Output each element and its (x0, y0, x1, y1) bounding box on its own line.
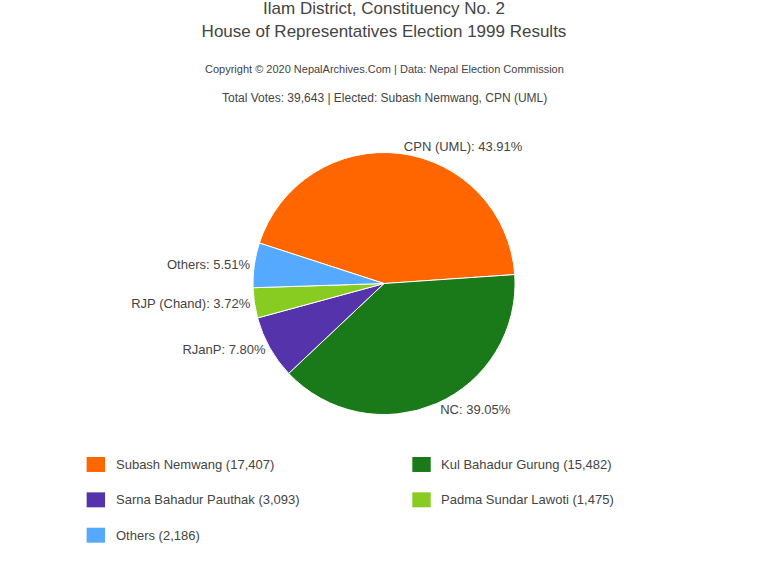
svg-text:RJanP: 7.80%: RJanP: 7.80% (182, 342, 266, 357)
svg-text:NC: 39.05%: NC: 39.05% (440, 402, 511, 417)
svg-text:Others: 5.51%: Others: 5.51% (167, 257, 251, 272)
svg-text:Subash Nemwang (17,407): Subash Nemwang (17,407) (116, 457, 274, 472)
svg-text:RJP (Chand): 3.72%: RJP (Chand): 3.72% (131, 296, 250, 311)
svg-text:Kul Bahadur Gurung (15,482): Kul Bahadur Gurung (15,482) (441, 457, 612, 472)
svg-text:Total Votes: 39,643 | Elected:: Total Votes: 39,643 | Elected: Subash Ne… (222, 91, 547, 105)
svg-text:Padma Sundar Lawoti (1,475): Padma Sundar Lawoti (1,475) (441, 492, 614, 507)
svg-text:Copyright © 2020 NepalArchives: Copyright © 2020 NepalArchives.Com | Dat… (205, 63, 564, 75)
svg-text:Sarna Bahadur Pauthak (3,093): Sarna Bahadur Pauthak (3,093) (116, 492, 300, 507)
svg-text:CPN (UML): 43.91%: CPN (UML): 43.91% (404, 139, 523, 154)
svg-text:Ilam District, Constituency No: Ilam District, Constituency No. 2House o… (202, 0, 567, 40)
svg-text:Others (2,186): Others (2,186) (116, 528, 200, 543)
